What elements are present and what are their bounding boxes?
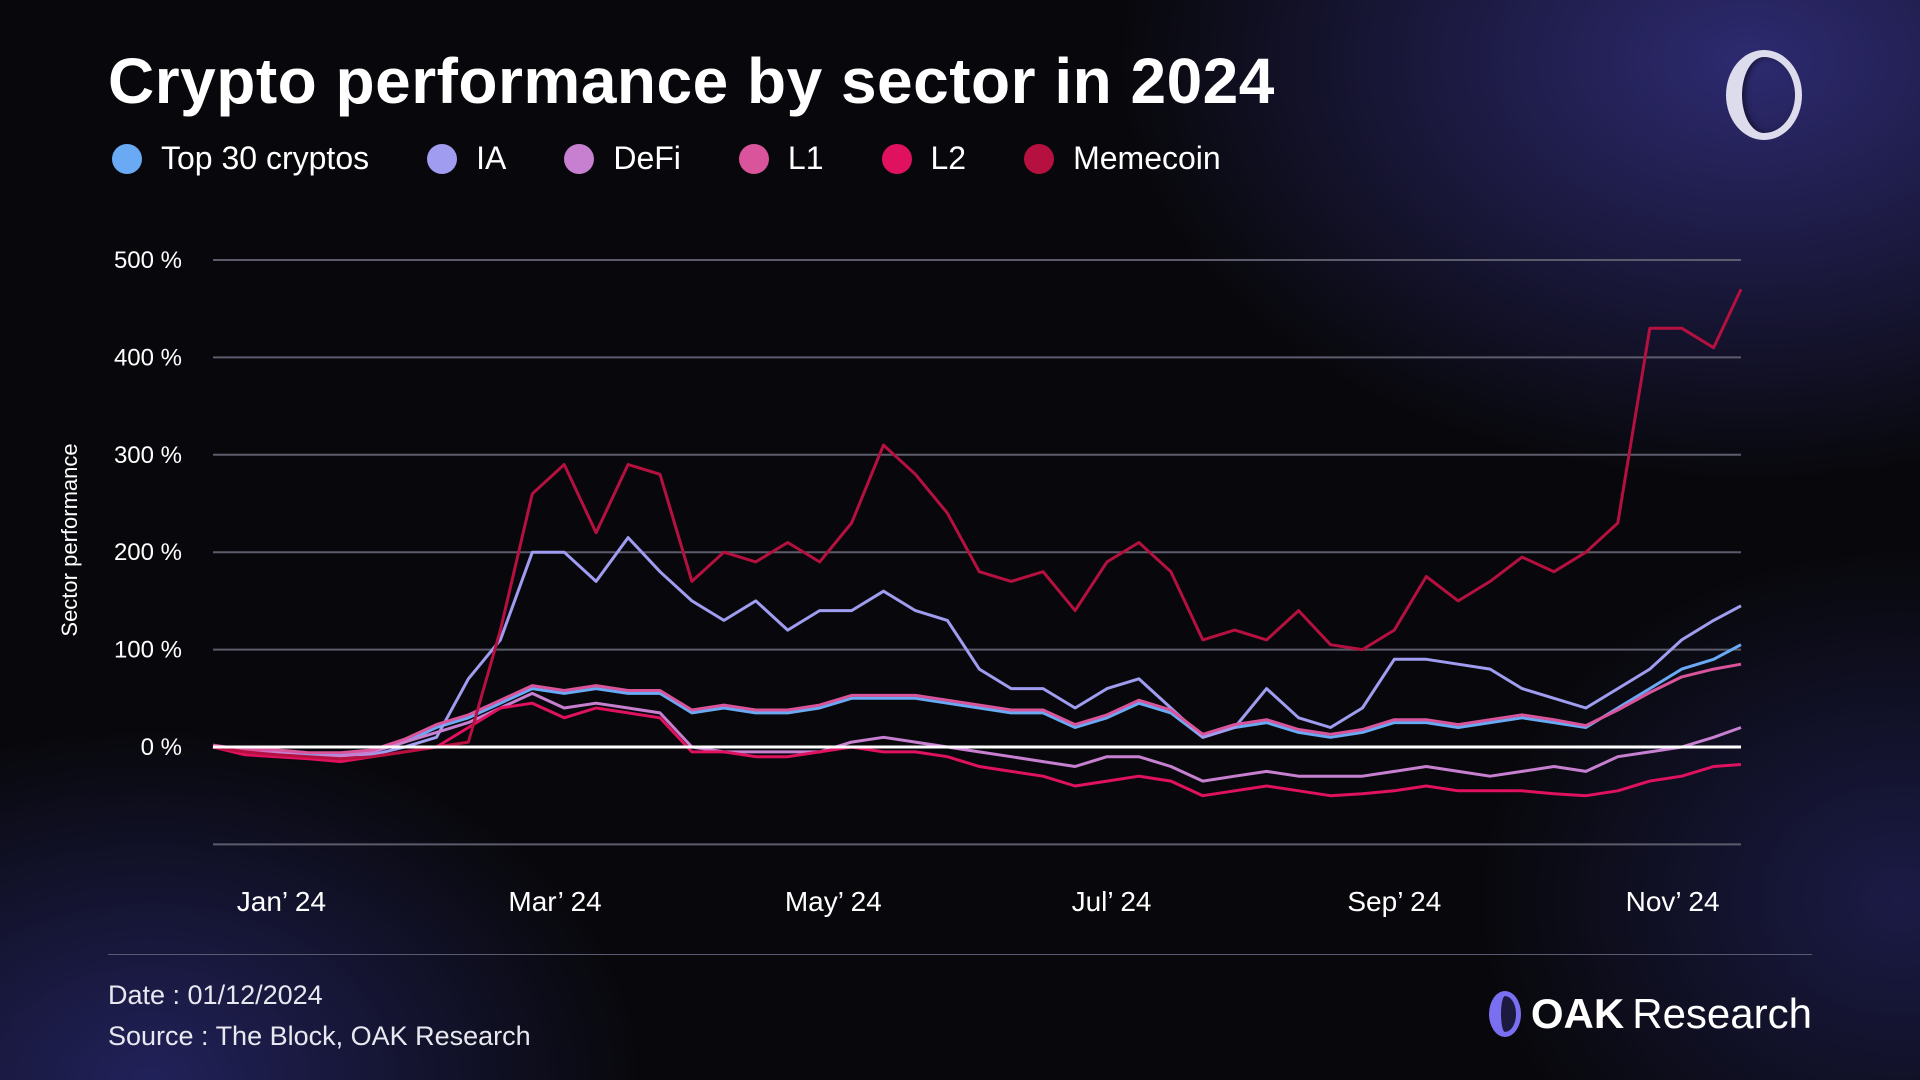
x-tick-label: Jul’ 24 bbox=[1072, 886, 1152, 917]
legend-item: Top 30 cryptos bbox=[112, 140, 369, 177]
x-tick-label: Jan’ 24 bbox=[237, 886, 326, 917]
x-tick-label: Mar’ 24 bbox=[508, 886, 601, 917]
legend-dot-icon bbox=[112, 143, 142, 174]
chart-title: Crypto performance by sector in 2024 bbox=[108, 45, 1275, 117]
footer-divider bbox=[108, 954, 1812, 955]
oak-logo-icon bbox=[1488, 991, 1521, 1037]
legend-dot-icon bbox=[881, 143, 912, 174]
series-line-l1 bbox=[212, 662, 1742, 755]
series-line-l2 bbox=[212, 701, 1742, 798]
x-tick-label: Nov’ 24 bbox=[1626, 886, 1720, 917]
legend-label: Top 30 cryptos bbox=[161, 140, 370, 176]
legend-label: L2 bbox=[930, 140, 967, 176]
legend-item: IA bbox=[427, 140, 506, 177]
y-tick-label: 500 % bbox=[114, 247, 182, 274]
y-tick-label: 0 % bbox=[141, 734, 182, 761]
legend-item: DeFi bbox=[564, 140, 681, 177]
legend-dot-icon bbox=[738, 143, 769, 174]
date-text: Date : 01/12/2024 bbox=[108, 980, 323, 1010]
legend: Top 30 cryptos IA DeFi L1 L2 Memecoin bbox=[112, 140, 1279, 177]
legend-item: L1 bbox=[738, 140, 824, 177]
x-tick-label: Sep’ 24 bbox=[1347, 886, 1441, 917]
legend-label: IA bbox=[476, 140, 507, 176]
series-line-defi bbox=[212, 691, 1742, 783]
brand-logo: OAK Research bbox=[1488, 990, 1812, 1038]
series-line-top-30-cryptos bbox=[212, 643, 1742, 757]
legend-dot-icon bbox=[427, 143, 458, 174]
legend-label: Memecoin bbox=[1073, 140, 1221, 176]
legend-dot-icon bbox=[1024, 143, 1055, 174]
source-text: Source : The Block, OAK Research bbox=[108, 1021, 531, 1051]
x-tick-label: May’ 24 bbox=[785, 886, 882, 917]
legend-label: DeFi bbox=[613, 140, 681, 176]
legend-item: Memecoin bbox=[1024, 140, 1221, 177]
brand-name-bold: OAK bbox=[1530, 990, 1625, 1037]
legend-dot-icon bbox=[564, 143, 595, 174]
brand-name-light: Research bbox=[1632, 990, 1812, 1037]
y-tick-label: 100 % bbox=[114, 637, 182, 664]
legend-label: L1 bbox=[787, 140, 824, 176]
y-tick-label: 300 % bbox=[114, 442, 182, 469]
y-tick-label: 400 % bbox=[114, 344, 182, 371]
y-tick-label: 200 % bbox=[114, 539, 182, 566]
series-line-ia bbox=[212, 536, 1742, 759]
legend-item: L2 bbox=[881, 140, 967, 177]
series-line-memecoin bbox=[212, 288, 1743, 761]
